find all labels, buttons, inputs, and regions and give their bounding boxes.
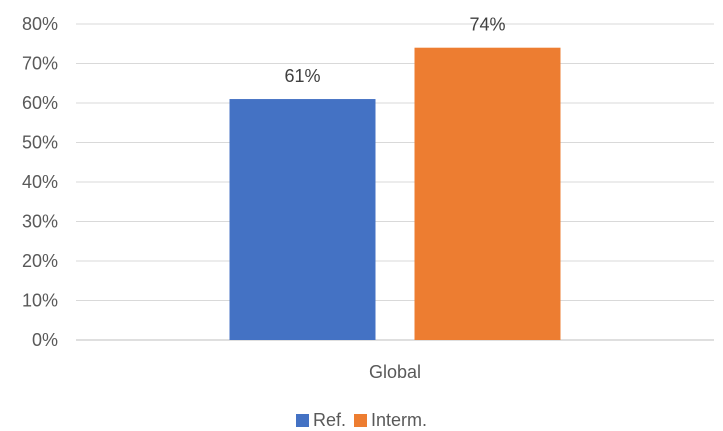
bars <box>229 47 561 340</box>
data-labels: 61% 74% <box>284 15 505 86</box>
legend-swatch <box>354 413 367 427</box>
y-tick-label: 40% <box>22 172 58 192</box>
y-tick-label: 20% <box>22 251 58 271</box>
legend-label: Interm. <box>371 410 428 430</box>
bar-interm <box>414 47 561 340</box>
y-tick-label: 80% <box>22 14 58 34</box>
legend-swatch <box>295 413 309 427</box>
y-axis-ticks: 0% 10% 20% 30% 40% 50% 60% 70% 80% <box>22 14 58 350</box>
x-tick-label: Global <box>369 362 421 382</box>
data-label: 61% <box>284 66 320 86</box>
bar-ref <box>229 99 376 340</box>
y-tick-label: 70% <box>22 54 58 74</box>
legend-item: Ref. <box>295 410 346 430</box>
y-tick-label: 50% <box>22 133 58 153</box>
y-tick-label: 0% <box>32 330 58 350</box>
legend: Ref. Interm. <box>0 410 723 431</box>
x-axis-ticks: Global <box>369 362 421 382</box>
gridlines <box>76 23 714 341</box>
legend-item: Interm. <box>354 410 427 430</box>
y-tick-label: 30% <box>22 212 58 232</box>
data-label: 74% <box>469 15 505 35</box>
y-tick-label: 60% <box>22 93 58 113</box>
legend-label: Ref. <box>312 410 346 430</box>
y-tick-label: 10% <box>22 291 58 311</box>
